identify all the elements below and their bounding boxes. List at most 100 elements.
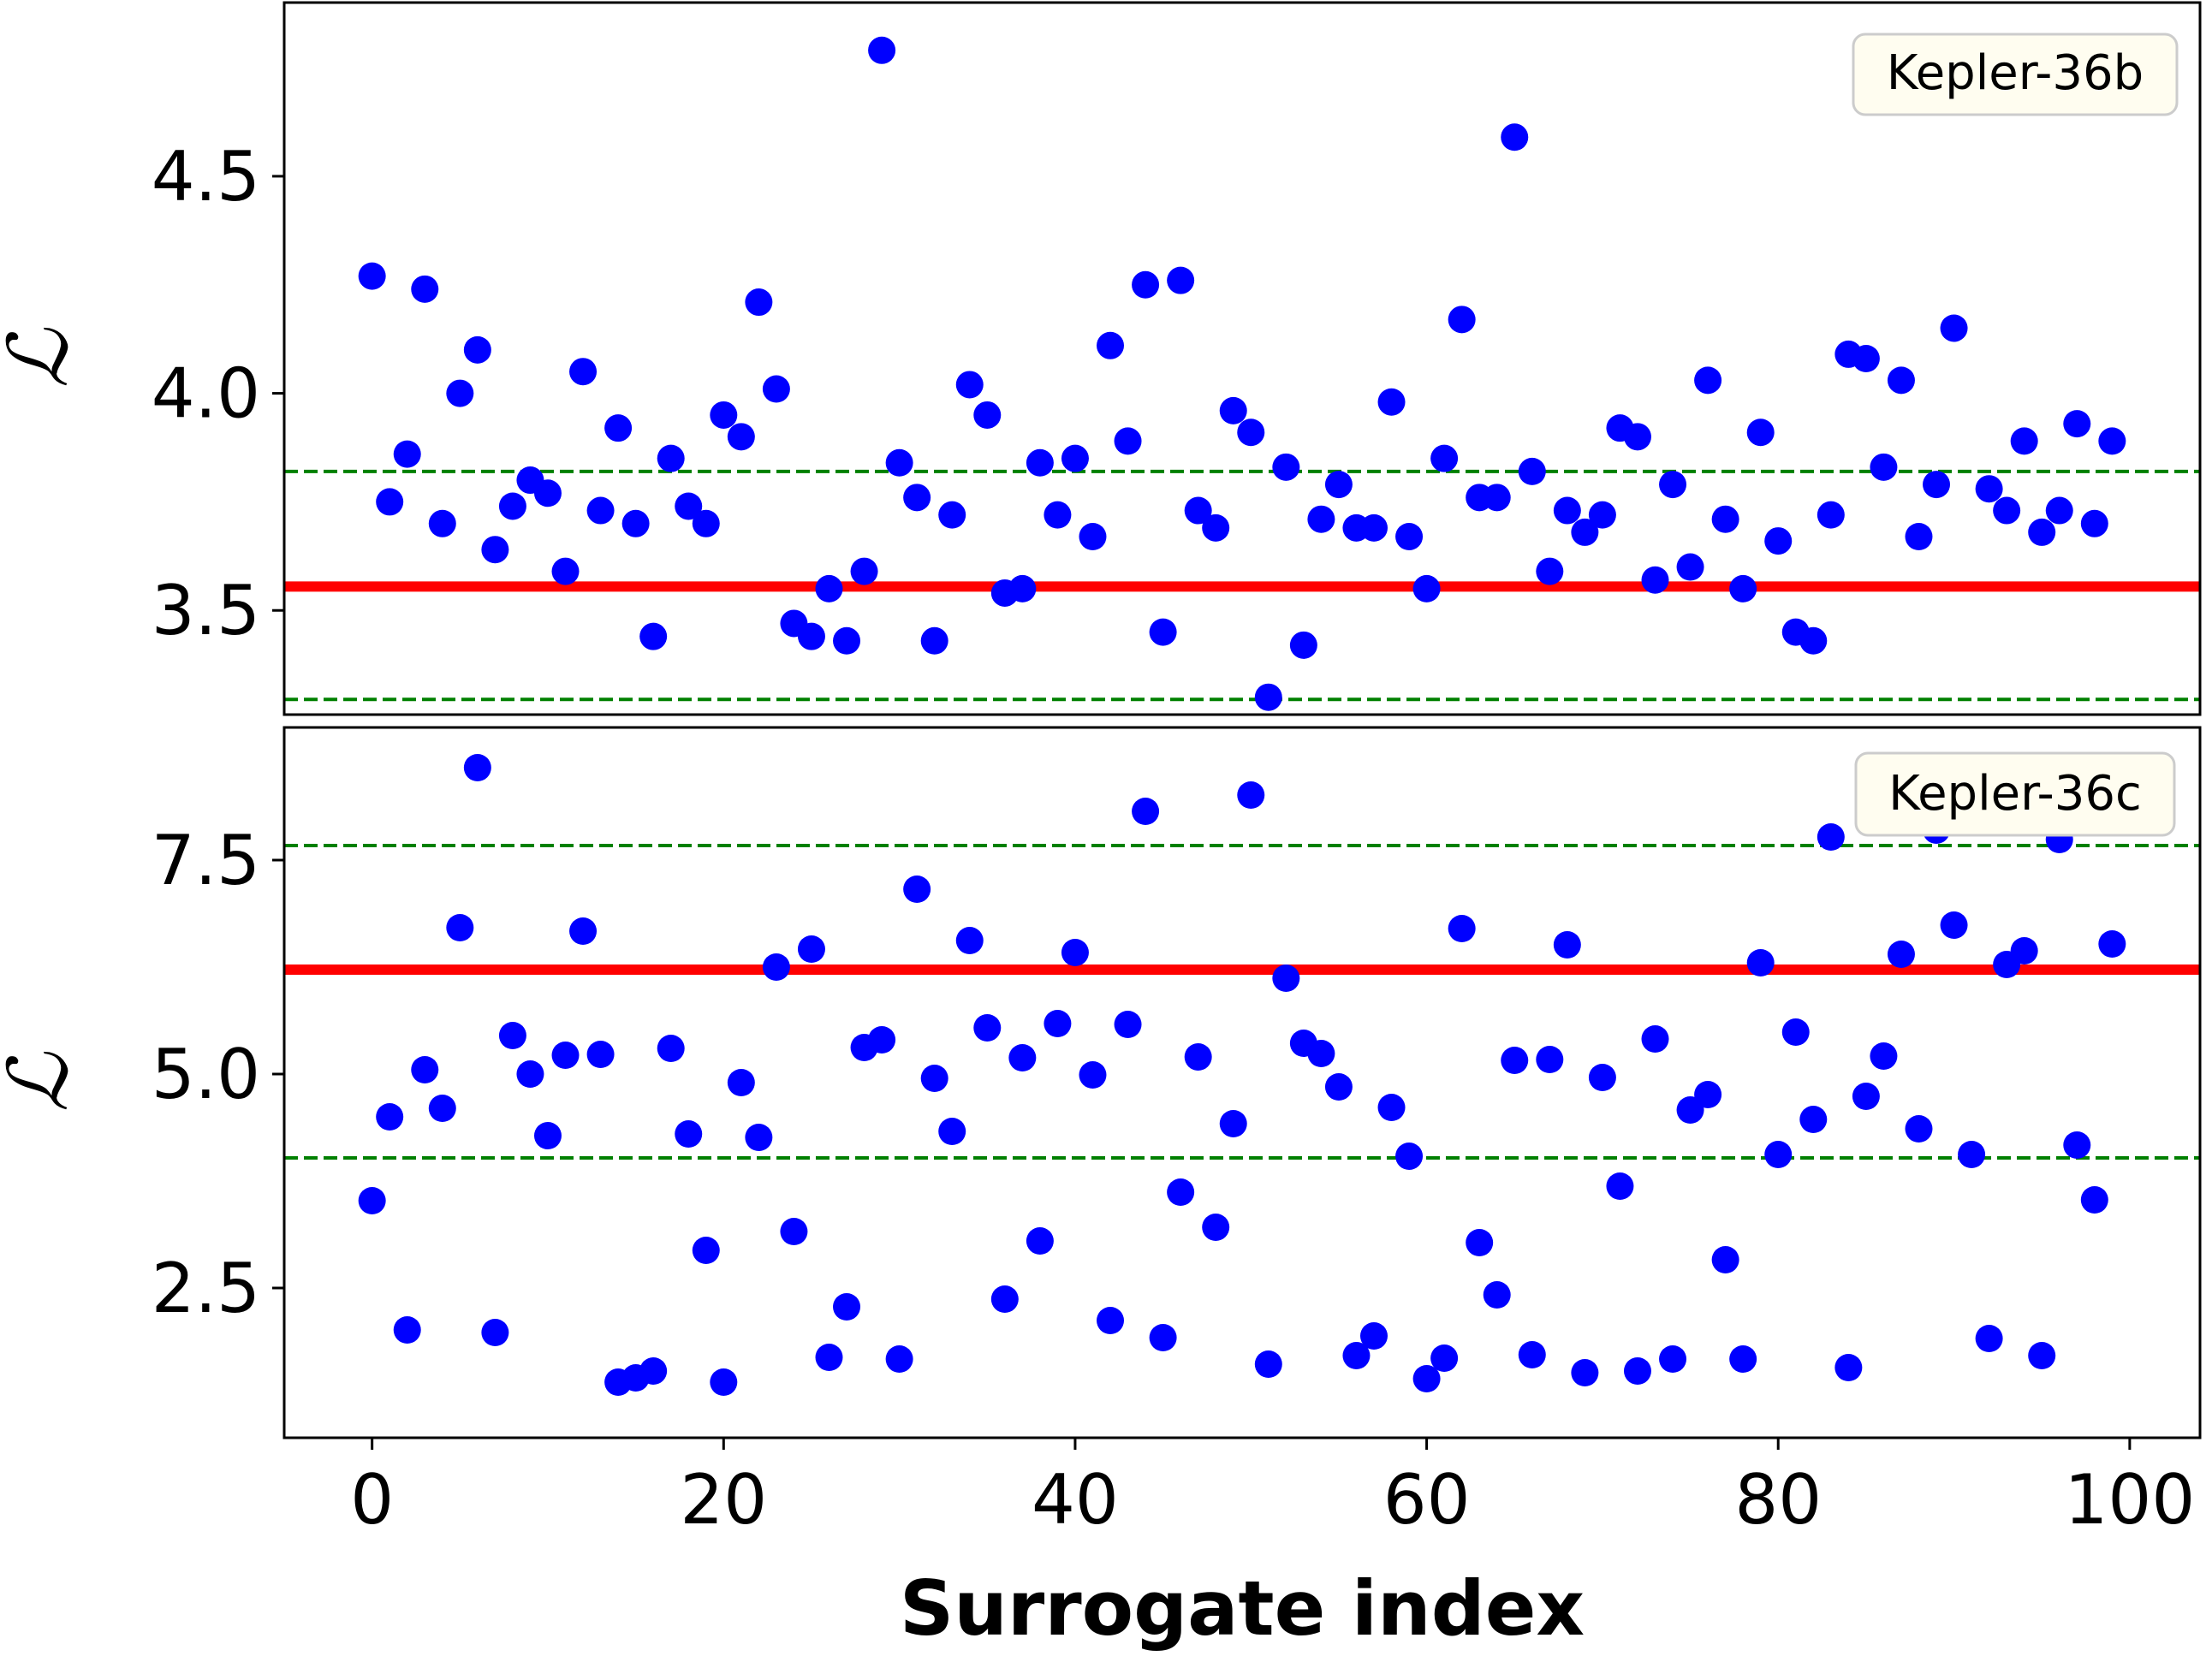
y-axis-title: ℒ <box>0 1052 86 1113</box>
data-point <box>1359 513 1388 542</box>
data-point <box>516 1060 544 1088</box>
data-point <box>586 1041 615 1068</box>
y-axis-title: ℒ <box>0 328 86 389</box>
panel-kepler-36c: 2.5 5.0 7.5 0 20 40 60 80 100 ℒ Surrogate index… <box>0 726 2202 1653</box>
data-point <box>1923 471 1951 499</box>
data-point <box>1781 1018 1810 1046</box>
data-point <box>1237 781 1265 809</box>
data-point <box>2098 930 2126 958</box>
x-tick-label: 0 <box>350 1460 394 1540</box>
data-point <box>1659 471 1687 499</box>
data-point <box>1026 1227 1054 1255</box>
data-point <box>1694 366 1722 395</box>
data-point <box>1008 1044 1037 1071</box>
data-point <box>1588 1064 1616 1091</box>
data-point <box>692 509 720 537</box>
data-point <box>639 622 668 650</box>
data-point <box>2010 427 2038 455</box>
data-point <box>745 288 773 317</box>
data-point <box>1501 1047 1529 1074</box>
data-point <box>1958 1141 1986 1168</box>
data-point <box>1184 1043 1212 1071</box>
data-points <box>358 36 2126 711</box>
data-point <box>745 1124 773 1151</box>
data-point <box>428 509 456 537</box>
data-point <box>1817 501 1845 529</box>
data-point <box>885 1345 913 1373</box>
data-point <box>551 1042 580 1069</box>
data-point <box>1132 798 1160 825</box>
data-point <box>1623 1357 1651 1385</box>
data-point <box>1377 388 1406 416</box>
data-point <box>1219 1110 1247 1137</box>
data-point <box>1149 618 1177 646</box>
data-point <box>2010 937 2038 965</box>
data-point <box>2063 410 2091 438</box>
x-tick-label: 40 <box>1032 1460 1119 1540</box>
data-point <box>2063 1131 2091 1159</box>
data-point <box>1518 457 1546 485</box>
data-point <box>833 626 861 655</box>
data-point <box>1324 471 1353 499</box>
data-point <box>1061 444 1089 472</box>
data-point <box>1659 1345 1687 1373</box>
data-point <box>393 440 421 468</box>
data-point <box>762 375 790 403</box>
legend-label: Kepler-36c <box>1888 766 2142 822</box>
data-point <box>1289 631 1317 659</box>
data-point <box>1026 448 1054 477</box>
data-point <box>1993 496 2021 525</box>
data-point <box>1008 574 1037 602</box>
x-ticks: 0 20 40 60 80 100 <box>350 1438 2195 1540</box>
data-point <box>376 1103 404 1131</box>
axes-frame <box>282 1 2202 716</box>
data-point <box>1764 1141 1793 1168</box>
data-point <box>1254 1350 1282 1378</box>
y-tick-label: 5.0 <box>152 1035 260 1114</box>
data-point <box>1729 574 1757 602</box>
data-point <box>569 917 598 945</box>
data-point <box>1114 1011 1142 1038</box>
legend-box <box>1852 33 2179 116</box>
data-point <box>1430 1344 1459 1372</box>
data-point <box>1887 941 1915 968</box>
data-point <box>1167 266 1195 294</box>
y-tick-label: 4.5 <box>152 137 260 217</box>
data-point <box>727 423 755 451</box>
data-point <box>1764 527 1793 555</box>
data-point <box>1114 427 1142 455</box>
data-point <box>797 935 825 963</box>
data-point <box>1887 366 1915 395</box>
data-point <box>481 536 509 564</box>
data-point <box>762 953 790 981</box>
data-point <box>1975 475 2003 503</box>
data-point <box>621 509 650 537</box>
data-point <box>1729 1345 1757 1373</box>
data-point <box>1518 1341 1546 1368</box>
data-point <box>481 1319 509 1346</box>
data-point <box>657 1035 685 1062</box>
data-point <box>1501 123 1529 151</box>
data-point <box>1079 1061 1107 1089</box>
data-point <box>1711 1246 1739 1273</box>
data-point <box>1324 1073 1353 1101</box>
data-point <box>1799 1106 1828 1133</box>
data-point <box>2080 1186 2108 1214</box>
data-point <box>1448 915 1476 942</box>
data-point <box>533 479 562 507</box>
data-point <box>463 335 491 364</box>
data-point <box>973 1014 1002 1042</box>
panel-kepler-36b: 3.5 4.0 4.5 ℒ Kepler-36b <box>0 1 2202 716</box>
data-point <box>2098 427 2126 455</box>
data-point <box>920 626 948 655</box>
data-point <box>358 1187 386 1214</box>
data-point <box>1553 931 1581 959</box>
data-point <box>780 1218 808 1245</box>
axes-frame <box>282 726 2202 1439</box>
data-point <box>1395 1143 1424 1170</box>
data-point <box>1202 513 1230 542</box>
x-tick-label: 80 <box>1734 1460 1822 1540</box>
data-point <box>1430 444 1459 472</box>
data-point <box>955 927 984 954</box>
data-point <box>533 1122 562 1149</box>
